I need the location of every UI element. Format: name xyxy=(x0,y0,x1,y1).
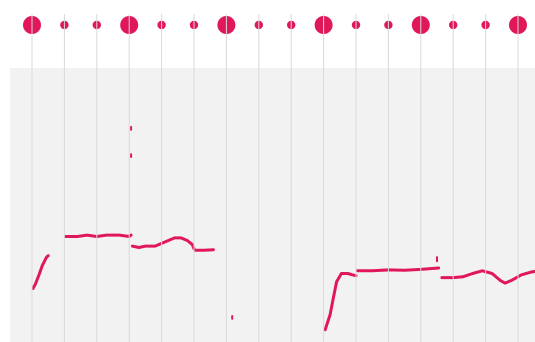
pitch-segment[interactable] xyxy=(440,269,535,285)
subbeat-marker[interactable] xyxy=(287,20,296,30)
pitch-segment[interactable] xyxy=(130,236,196,251)
subbeat-marker[interactable] xyxy=(60,20,69,30)
subbeat-marker[interactable] xyxy=(384,20,393,30)
subbeat-marker[interactable] xyxy=(92,20,102,30)
subbeat-marker[interactable] xyxy=(189,20,199,30)
downbeat-marker[interactable] xyxy=(314,16,333,34)
pitch-segment[interactable] xyxy=(194,248,215,252)
downbeat-marker[interactable] xyxy=(120,16,139,34)
downbeat-marker[interactable] xyxy=(23,16,41,34)
pitch-segment[interactable] xyxy=(323,272,358,332)
subbeat-marker[interactable] xyxy=(351,20,361,30)
subbeat-marker[interactable] xyxy=(449,20,458,30)
downbeat-marker[interactable] xyxy=(411,16,430,34)
pitch-contour-panel[interactable] xyxy=(10,68,535,342)
pitch-segment[interactable] xyxy=(63,233,133,238)
subbeat-marker[interactable] xyxy=(481,20,490,30)
subbeat-marker[interactable] xyxy=(157,20,166,30)
beat-markers xyxy=(23,16,527,34)
pitch-segment[interactable] xyxy=(31,254,50,291)
subbeat-marker[interactable] xyxy=(254,20,263,30)
pitch-segment[interactable] xyxy=(356,266,441,273)
downbeat-marker[interactable] xyxy=(509,16,527,34)
beat-marker-row xyxy=(0,0,535,68)
pitch-contour-canvas[interactable] xyxy=(10,68,535,342)
downbeat-marker[interactable] xyxy=(217,16,236,34)
